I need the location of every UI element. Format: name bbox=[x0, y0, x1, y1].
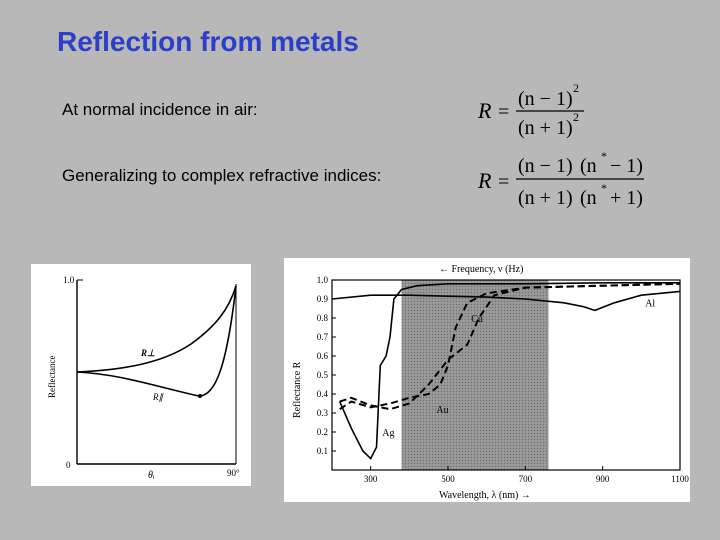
y-tick-label: 0.4 bbox=[317, 389, 329, 399]
normal-reflectance-formula: R = (n − 1) 2 (n + 1) 2 bbox=[477, 81, 584, 139]
svg-text:=: = bbox=[498, 101, 509, 123]
y-tick-label: 0.7 bbox=[317, 332, 329, 342]
svg-text:R: R bbox=[477, 168, 492, 193]
y-tick-label: 1.0 bbox=[317, 275, 329, 285]
ytick-bottom: 0 bbox=[66, 460, 71, 470]
y-tick-label: 0.8 bbox=[317, 313, 329, 323]
svg-text:(n: (n bbox=[580, 187, 597, 209]
y-tick-label: 0.3 bbox=[317, 408, 329, 418]
brewster-point bbox=[198, 394, 202, 398]
svg-text:*: * bbox=[601, 181, 607, 195]
r-perp-curve bbox=[76, 285, 237, 373]
svg-text:(n + 1): (n + 1) bbox=[518, 187, 573, 209]
x-tick-label: 300 bbox=[364, 474, 378, 484]
formula1-denominator: (n + 1) bbox=[518, 117, 573, 139]
formula1-numerator: (n − 1) bbox=[518, 88, 573, 110]
series-ag bbox=[338, 282, 680, 460]
x-tick-label: 1100 bbox=[671, 474, 689, 484]
svg-text:+ 1): + 1) bbox=[610, 187, 643, 209]
svg-text:− 1): − 1) bbox=[610, 155, 643, 177]
wavelength-reflectance-chart: 0.1 0.2 0.3 0.4 0.5 0.6 0.7 0.8 0.9 1.0 300 500 700 9… bbox=[284, 258, 690, 502]
series-label-au: Au bbox=[436, 405, 448, 416]
x-tick-label: 500 bbox=[441, 474, 455, 484]
complex-reflectance-formula: R = (n − 1) (n * − 1) (n + 1) (n * + 1) bbox=[477, 149, 644, 209]
svg-text:(n − 1): (n − 1) bbox=[518, 155, 573, 177]
label-r-par: R∥ bbox=[152, 392, 164, 402]
x-tick-label: 900 bbox=[596, 474, 610, 484]
xlabel-theta: θᵢ bbox=[148, 470, 155, 481]
svg-text:*: * bbox=[601, 149, 607, 163]
series-label-al: Al bbox=[645, 299, 655, 310]
normal-incidence-text: At normal incidence in air: bbox=[62, 100, 258, 119]
svg-text:(n: (n bbox=[580, 155, 597, 177]
xtick-right: 90° bbox=[227, 468, 240, 478]
angle-reflectance-figure: 1.0 0 90° θᵢ Reflectance R⊥ R∥ bbox=[31, 264, 251, 486]
ylabel-reflectance: Reflectance bbox=[47, 356, 57, 398]
series-cu bbox=[339, 282, 681, 411]
series-label-ag: Ag bbox=[382, 428, 394, 439]
series-label-cu: Cu bbox=[471, 314, 483, 325]
x-tick-label: 700 bbox=[519, 474, 533, 484]
chart-ylabel: Reflectance R bbox=[292, 361, 303, 418]
y-tick-label: 0.6 bbox=[317, 351, 329, 361]
label-r-perp: R⊥ bbox=[140, 348, 155, 358]
ytick-top: 1.0 bbox=[63, 275, 75, 285]
y-tick-label: 0.2 bbox=[317, 427, 328, 437]
visible-band bbox=[401, 280, 549, 470]
angle-reflectance-plot: 1.0 0 90° θᵢ Reflectance R⊥ R∥ bbox=[31, 264, 251, 486]
wavelength-reflectance-figure: 0.1 0.2 0.3 0.4 0.5 0.6 0.7 0.8 0.9 1.0 300 500 700 9… bbox=[284, 258, 690, 502]
svg-text:=: = bbox=[498, 171, 509, 193]
complex-index-text: Generalizing to complex refractive indic… bbox=[62, 166, 382, 185]
y-tick-label: 0.9 bbox=[317, 294, 329, 304]
slide-title: Reflection from metals bbox=[57, 26, 359, 57]
series-al bbox=[331, 290, 681, 312]
chart-title: ← Frequency, ν (Hz) bbox=[439, 264, 523, 275]
formula1-lhs: R bbox=[477, 98, 492, 123]
formula1-den-exp: 2 bbox=[573, 110, 579, 124]
y-tick-label: 0.5 bbox=[317, 370, 329, 380]
y-tick-label: 0.1 bbox=[317, 446, 328, 456]
formula1-num-exp: 2 bbox=[573, 81, 579, 95]
chart-xlabel: Wavelength, λ (nm) → bbox=[439, 490, 531, 501]
